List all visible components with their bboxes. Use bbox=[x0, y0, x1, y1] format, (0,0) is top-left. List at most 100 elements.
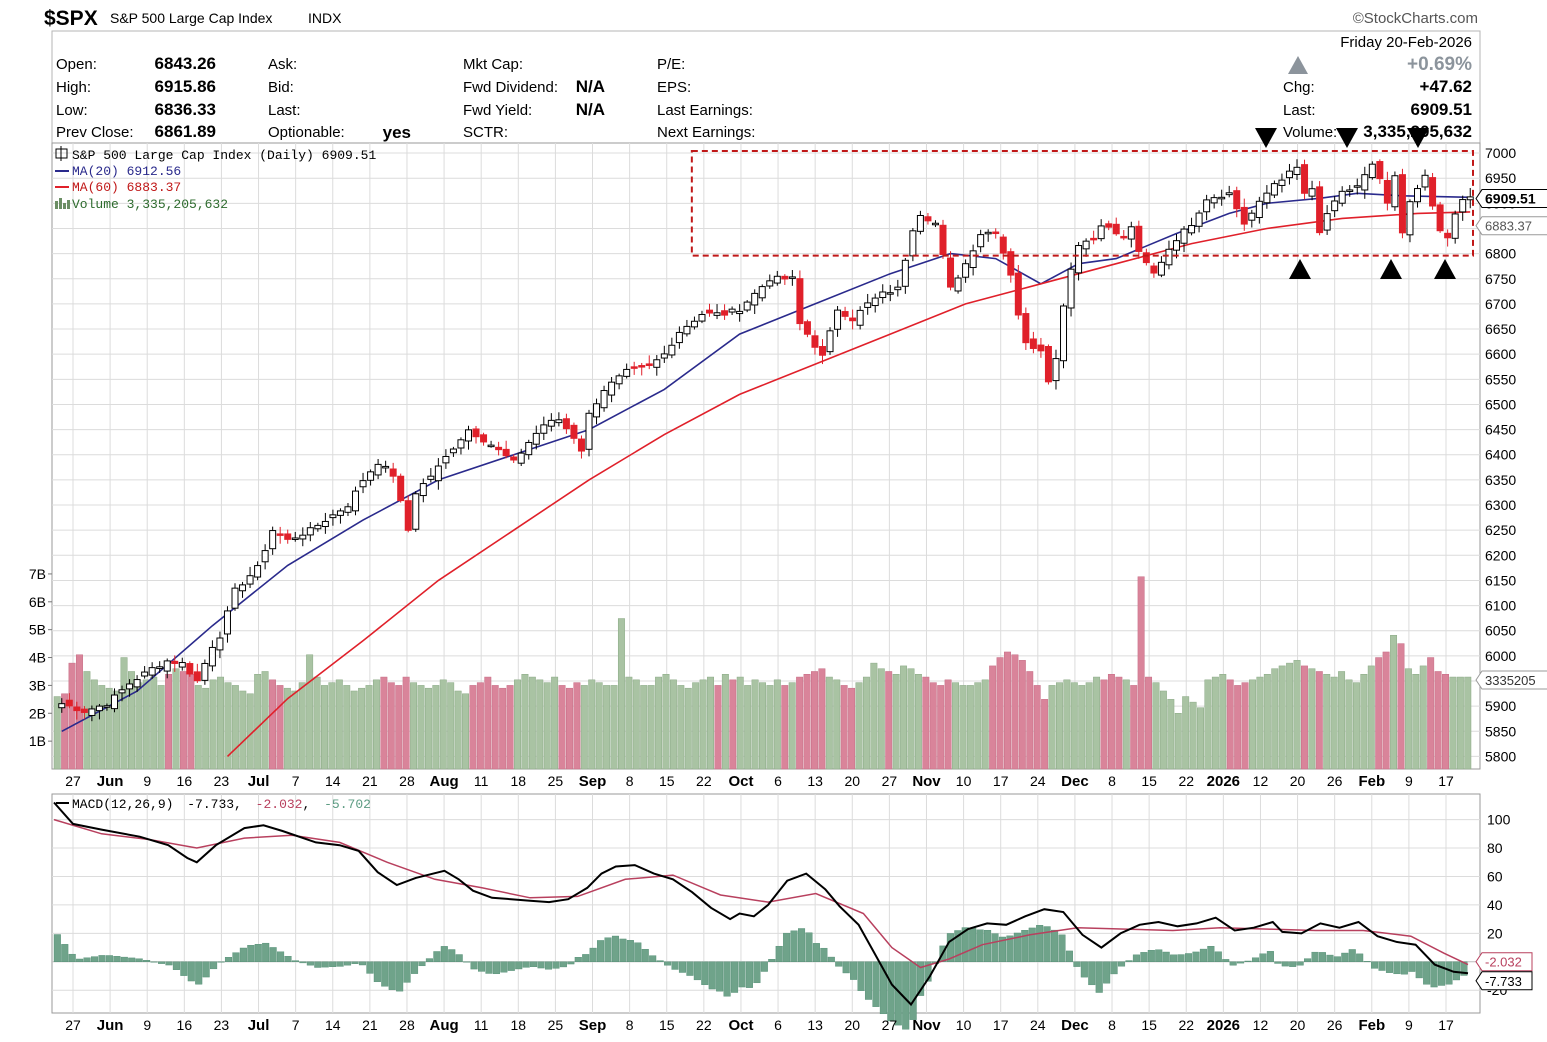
macd-histogram-bar bbox=[403, 961, 411, 983]
candle-body bbox=[736, 310, 744, 315]
volume-bar bbox=[1412, 674, 1420, 770]
candle bbox=[419, 478, 427, 503]
candle bbox=[1044, 344, 1052, 385]
macd-histogram-bar bbox=[1289, 961, 1297, 967]
candle-body bbox=[374, 463, 382, 476]
candle-body bbox=[1263, 192, 1271, 204]
candle-body bbox=[1421, 174, 1429, 188]
price-axis-label: 6500 bbox=[1485, 396, 1516, 412]
legend-ma60: MA(60) 6883.37 bbox=[72, 180, 181, 195]
candle bbox=[88, 705, 96, 722]
macd-histogram-bar bbox=[1207, 946, 1215, 963]
volume-bar bbox=[1278, 665, 1286, 770]
candle-body bbox=[570, 424, 578, 439]
macd-histogram-bar bbox=[351, 961, 359, 964]
macd-histogram-bar bbox=[1311, 951, 1319, 963]
date-axis-label: 15 bbox=[1141, 1017, 1157, 1033]
volume-bar bbox=[825, 676, 833, 770]
date-axis-label: 28 bbox=[399, 773, 415, 789]
candle bbox=[495, 441, 503, 456]
macd-panel: -2020406080100 27Jun91623Jul7142128Aug11… bbox=[51, 793, 1533, 1034]
candle-body bbox=[894, 286, 902, 291]
peak-down-triangle-icon bbox=[1407, 128, 1429, 148]
candle bbox=[690, 316, 698, 330]
candle-body bbox=[751, 292, 759, 306]
candle bbox=[1346, 185, 1354, 197]
macd-histogram-bar bbox=[1065, 950, 1073, 963]
macd-histogram-bar bbox=[552, 961, 560, 969]
macd-histogram-bar bbox=[314, 961, 322, 968]
macd-histogram-bar bbox=[1341, 952, 1349, 963]
candle bbox=[540, 416, 548, 440]
candle bbox=[638, 362, 646, 376]
macd-histogram-bar bbox=[448, 949, 456, 963]
candle-body bbox=[585, 412, 593, 450]
macd-last-tag-bg bbox=[1475, 971, 1533, 991]
candle-body bbox=[1444, 232, 1452, 239]
volume-axis-label: 7B bbox=[29, 566, 46, 582]
candle bbox=[532, 425, 540, 450]
macd-histogram-bar bbox=[1080, 961, 1088, 978]
macd-histogram-bar bbox=[157, 961, 166, 964]
brand-watermark[interactable]: ©StockCharts.com bbox=[1353, 10, 1478, 27]
candle bbox=[344, 503, 352, 517]
macd-histogram-bar bbox=[1058, 934, 1066, 963]
macd-histogram-bar bbox=[582, 954, 590, 963]
volume-bar bbox=[617, 618, 625, 770]
candle-body bbox=[653, 359, 661, 368]
macd-histogram-bar bbox=[708, 961, 716, 990]
candle-body bbox=[1097, 225, 1105, 240]
candle-body bbox=[404, 500, 412, 531]
info-prevclose-value: 6861.89 bbox=[155, 122, 216, 141]
volume-bar bbox=[439, 679, 447, 770]
macd-histogram-bar bbox=[463, 961, 471, 963]
candle bbox=[1376, 159, 1384, 184]
candle-body bbox=[1210, 197, 1218, 204]
price-axis-label: 6000 bbox=[1485, 648, 1516, 664]
info-last-label: Last: bbox=[268, 102, 301, 119]
volume-bar bbox=[1159, 690, 1167, 770]
volume-bar bbox=[83, 671, 91, 770]
volume-bar bbox=[558, 685, 566, 770]
candle bbox=[1353, 178, 1361, 195]
volume-bar bbox=[1100, 679, 1108, 770]
candle bbox=[1067, 262, 1075, 317]
date-axis-label: 20 bbox=[844, 773, 860, 789]
macd-histogram-bar bbox=[961, 927, 969, 963]
date-axis-label: 16 bbox=[177, 773, 193, 789]
macd-histogram-bar bbox=[574, 957, 582, 963]
candle bbox=[1022, 307, 1030, 350]
volume-bar bbox=[61, 693, 69, 770]
candle bbox=[1398, 168, 1406, 239]
volume-bar bbox=[269, 679, 276, 770]
macd-histogram-bar bbox=[492, 961, 500, 975]
pattern-annotations bbox=[690, 128, 1474, 279]
price-axis-label: 6800 bbox=[1485, 246, 1516, 262]
candle-body bbox=[1285, 170, 1293, 179]
macd-histogram-bar bbox=[1266, 951, 1274, 963]
candle bbox=[1195, 210, 1203, 233]
candle-body bbox=[1195, 212, 1203, 227]
candle-body bbox=[412, 493, 420, 530]
candle bbox=[879, 284, 887, 304]
candle bbox=[65, 693, 73, 709]
candle-body bbox=[803, 321, 811, 335]
candle bbox=[645, 355, 653, 370]
macd-histogram-bar bbox=[1378, 961, 1386, 971]
macd-histogram-bar bbox=[954, 930, 962, 963]
volume-bar bbox=[217, 676, 225, 770]
candle bbox=[736, 304, 744, 322]
candle bbox=[1203, 194, 1211, 221]
candle bbox=[1029, 331, 1037, 354]
volume-bar bbox=[358, 687, 366, 770]
date-axis-label: Dec bbox=[1061, 773, 1089, 790]
volume-bar bbox=[588, 679, 596, 770]
candle-body bbox=[1044, 346, 1052, 383]
macd-histogram-bar bbox=[1162, 951, 1170, 963]
candle bbox=[223, 606, 231, 643]
price-axis-label: 5800 bbox=[1485, 748, 1516, 764]
date-axis-label: Nov bbox=[912, 773, 941, 790]
macd-histogram-bar bbox=[143, 960, 151, 963]
macd-histogram-bar bbox=[634, 942, 642, 963]
candle bbox=[864, 293, 872, 315]
